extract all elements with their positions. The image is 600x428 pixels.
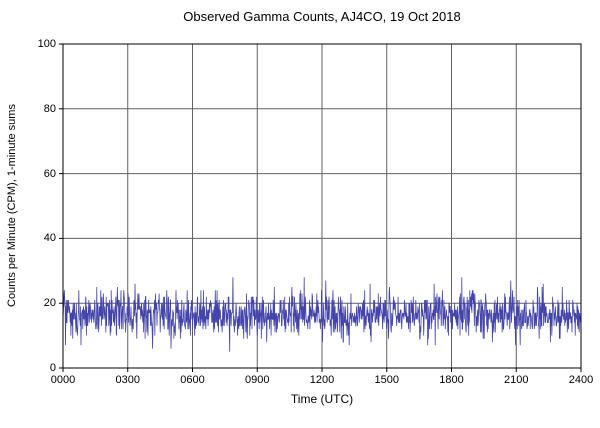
chart-title: Observed Gamma Counts, AJ4CO, 19 Oct 201… bbox=[183, 9, 461, 24]
x-axis-title: Time (UTC) bbox=[290, 392, 354, 406]
data-series-line bbox=[62, 277, 582, 352]
